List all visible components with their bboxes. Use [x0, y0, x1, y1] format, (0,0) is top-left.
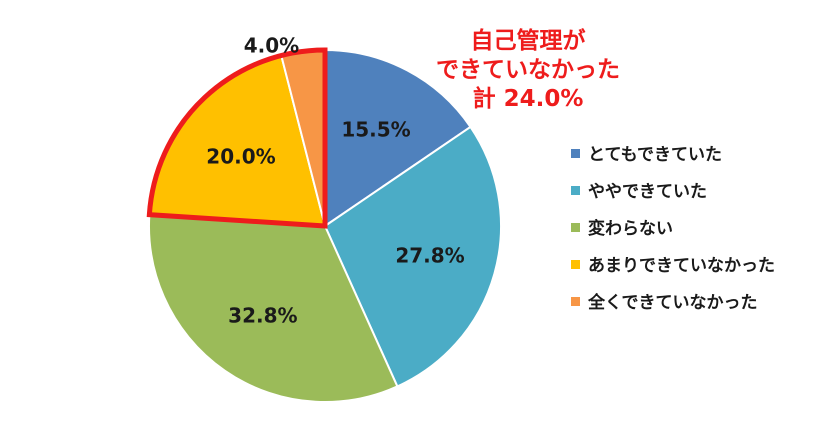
annotation-line-3: 計 24.0%: [473, 85, 584, 112]
annotation: 自己管理が できていなかった 計 24.0%: [436, 27, 620, 112]
legend-label: 全くできていなかった: [587, 292, 758, 313]
legend-label: あまりできていなかった: [588, 256, 775, 276]
slice-label: 32.8%: [228, 304, 297, 328]
legend-swatch: [571, 297, 580, 306]
slice-label: 20.0%: [206, 144, 275, 168]
legend-swatch: [571, 260, 580, 269]
legend-label: 変わらない: [588, 218, 673, 239]
legend-swatch: [571, 186, 580, 195]
slice-label: 4.0%: [244, 33, 299, 57]
legend: とてもできていたややできていた変わらないあまりできていなかった全くできていなかっ…: [571, 145, 775, 313]
slice-label: 27.8%: [395, 244, 464, 268]
slice-label: 15.5%: [341, 118, 410, 142]
slice-labels: 15.5% 27.8% 32.8% 20.0% 4.0%: [206, 33, 464, 327]
highlight-outline: [146, 47, 328, 229]
legend-label: とてもできていた: [588, 145, 722, 165]
annotation-line-1: 自己管理が: [471, 27, 586, 54]
pie-slice: [147, 213, 399, 403]
annotation-line-2: できていなかった: [436, 57, 620, 83]
legend-label: ややできていた: [588, 182, 707, 202]
legend-swatch: [571, 149, 580, 158]
legend-swatch: [571, 223, 580, 232]
pie-slice: [324, 48, 472, 228]
